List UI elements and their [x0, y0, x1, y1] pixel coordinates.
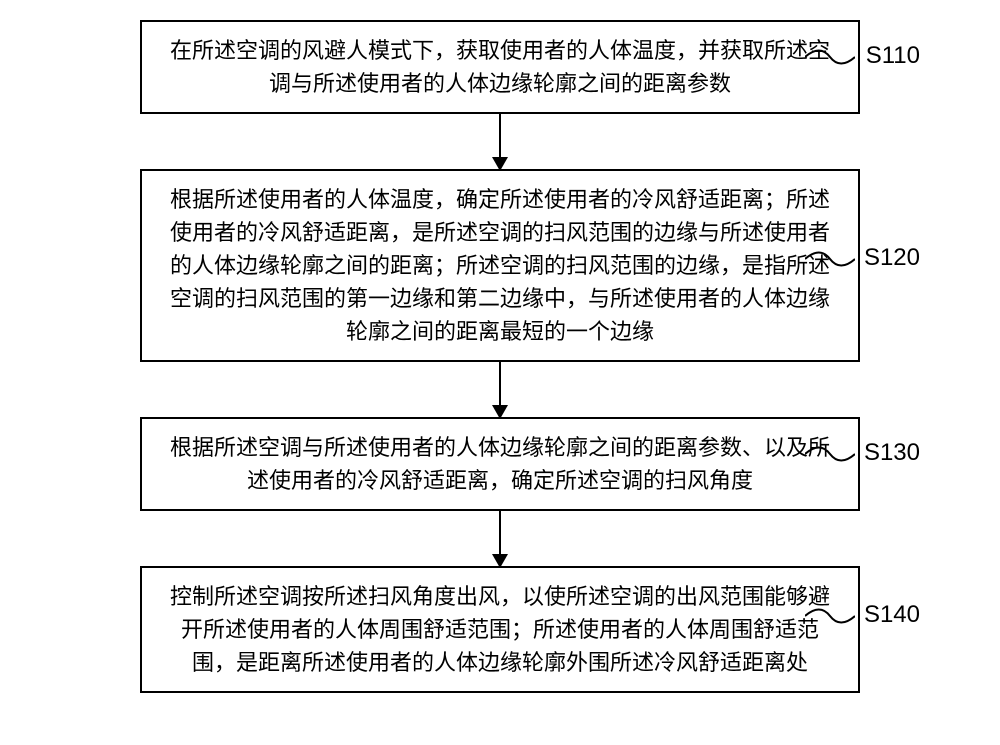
label-connector-curve: [805, 439, 855, 469]
step-label-s130: S130: [864, 439, 920, 467]
step-text: 根据所述使用者的人体温度，确定所述使用者的冷风舒适距离；所述使用者的冷风舒适距离…: [170, 187, 830, 344]
step-row-3: 根据所述空调与所述使用者的人体边缘轮廓之间的距离参数、以及所述使用者的冷风舒适距…: [40, 417, 960, 511]
arrow-line: [499, 511, 501, 566]
step-label-s140: S140: [864, 601, 920, 629]
arrow-line: [499, 362, 501, 417]
step-row-4: 控制所述空调按所述扫风角度出风，以使所述空调的出风范围能够避开所述使用者的人体周…: [40, 566, 960, 693]
connector-1: [40, 114, 960, 169]
step-row-1: 在所述空调的风避人模式下，获取使用者的人体温度，并获取所述空调与所述使用者的人体…: [40, 20, 960, 114]
flowchart-container: 在所述空调的风避人模式下，获取使用者的人体温度，并获取所述空调与所述使用者的人体…: [40, 20, 960, 693]
step-text: 在所述空调的风避人模式下，获取使用者的人体温度，并获取所述空调与所述使用者的人体…: [170, 38, 830, 96]
connector-2: [40, 362, 960, 417]
label-connector-curve: [805, 601, 855, 631]
arrow-line: [499, 114, 501, 169]
step-box-s120: 根据所述使用者的人体温度，确定所述使用者的冷风舒适距离；所述使用者的冷风舒适距离…: [140, 169, 860, 362]
step-box-s110: 在所述空调的风避人模式下，获取使用者的人体温度，并获取所述空调与所述使用者的人体…: [140, 20, 860, 114]
step-label-s120: S120: [864, 244, 920, 272]
step-text: 控制所述空调按所述扫风角度出风，以使所述空调的出风范围能够避开所述使用者的人体周…: [170, 584, 830, 675]
step-label-s110: S110: [866, 42, 920, 70]
step-box-s130: 根据所述空调与所述使用者的人体边缘轮廓之间的距离参数、以及所述使用者的冷风舒适距…: [140, 417, 860, 511]
step-box-s140: 控制所述空调按所述扫风角度出风，以使所述空调的出风范围能够避开所述使用者的人体周…: [140, 566, 860, 693]
connector-3: [40, 511, 960, 566]
step-row-2: 根据所述使用者的人体温度，确定所述使用者的冷风舒适距离；所述使用者的冷风舒适距离…: [40, 169, 960, 362]
step-text: 根据所述空调与所述使用者的人体边缘轮廓之间的距离参数、以及所述使用者的冷风舒适距…: [170, 435, 830, 493]
label-connector-curve: [805, 244, 855, 274]
label-connector-curve: [805, 42, 855, 72]
